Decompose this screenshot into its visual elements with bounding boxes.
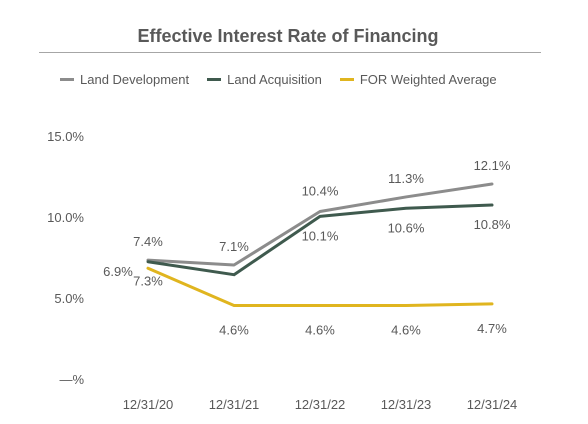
legend-swatch-for-weighted-average [339, 78, 354, 81]
x-tick-label-1: 12/31/21 [209, 397, 260, 412]
legend: Land Development Land Acquisition FOR We… [60, 72, 497, 87]
x-tick-label-0: 12/31/20 [123, 397, 174, 412]
data-label-land-acquisition-2: 10.1% [302, 228, 339, 243]
data-label-land-acquisition-0: 7.3% [133, 274, 163, 289]
x-tick-label-4: 12/31/24 [467, 397, 518, 412]
legend-swatch-land-acquisition [207, 78, 222, 81]
data-label-land-acquisition-4: 10.8% [474, 217, 511, 232]
data-label-for-weighted-average-0: 6.9% [103, 264, 133, 279]
y-tick-label-3: 15.0% [47, 129, 84, 144]
data-label-land-development-2: 10.4% [302, 184, 339, 199]
legend-item-for-weighted-average: FOR Weighted Average [339, 72, 497, 87]
data-label-land-development-1: 7.1% [219, 239, 249, 254]
series-line-for-weighted-average [146, 266, 494, 307]
legend-item-land-acquisition: Land Acquisition [207, 72, 322, 87]
y-tick-label-2: 10.0% [47, 210, 84, 225]
title-underline [39, 52, 541, 53]
y-tick-label-1: 5.0% [54, 291, 84, 306]
series-line-land-development [146, 182, 494, 267]
x-tick-label-2: 12/31/22 [295, 397, 346, 412]
y-tick-label-0: —% [59, 372, 84, 387]
legend-label-land-development: Land Development [80, 72, 190, 87]
data-label-land-development-3: 11.3% [388, 171, 424, 186]
legend-item-land-development: Land Development [60, 72, 189, 87]
data-label-for-weighted-average-1: 4.6% [219, 322, 249, 337]
legend-swatch-land-development [60, 78, 74, 81]
data-label-for-weighted-average-2: 4.6% [305, 322, 335, 337]
data-label-land-acquisition-3: 10.6% [388, 220, 425, 235]
series-line-land-acquisition [146, 203, 494, 277]
legend-label-for-weighted-average: FOR Weighted Average [359, 72, 497, 87]
data-label-land-development-4: 12.1% [474, 158, 511, 173]
x-tick-label-3: 12/31/23 [381, 397, 432, 412]
chart-title: Effective Interest Rate of Financing [137, 26, 439, 46]
legend-label-land-acquisition: Land Acquisition [227, 72, 322, 87]
data-label-for-weighted-average-4: 4.7% [477, 321, 507, 336]
data-label-land-development-0: 7.4% [133, 234, 163, 249]
data-label-for-weighted-average-3: 4.6% [391, 322, 421, 337]
